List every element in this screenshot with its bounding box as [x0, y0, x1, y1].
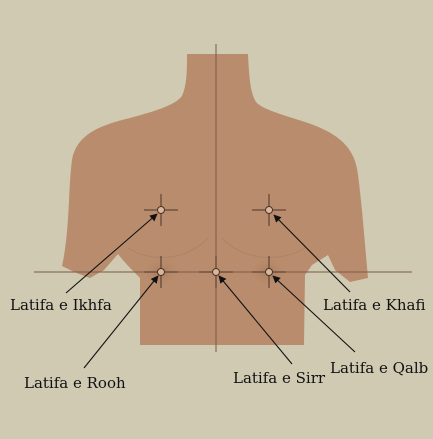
point-sirr-crosshair — [199, 256, 233, 288]
right-pectoral-contour — [221, 237, 306, 258]
point-khafi-crosshair — [252, 194, 286, 226]
left-pectoral-contour — [127, 237, 209, 258]
arrow-khafi — [273, 214, 351, 293]
point-qalb-crosshair — [252, 256, 286, 288]
label-qalb: Latifa e Qalb — [330, 359, 428, 377]
point-rooh-crosshair — [144, 256, 178, 288]
point-ikhfa-crosshair — [144, 194, 178, 226]
arrow-sirr — [218, 275, 293, 365]
label-khafi: Latifa e Khafi — [323, 296, 425, 314]
label-rooh: Latifa e Rooh — [24, 374, 126, 392]
arrow-ikhfa — [65, 213, 158, 294]
arrow-rooh — [83, 275, 159, 369]
label-ikhfa: Latifa e Ikhfa — [10, 296, 112, 314]
arrow-qalb — [272, 275, 356, 353]
label-sirr: Latifa e Sirr — [233, 369, 326, 387]
